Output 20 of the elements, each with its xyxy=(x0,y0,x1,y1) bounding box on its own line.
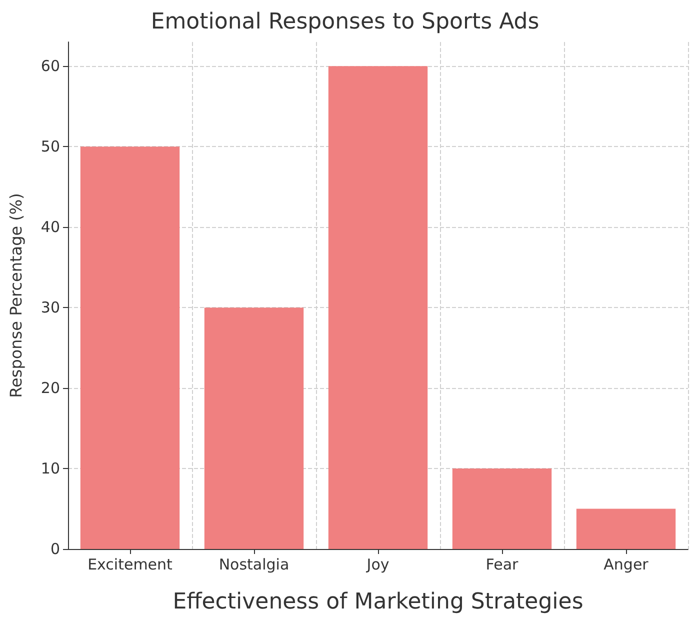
x-tick-label: Nostalgia xyxy=(218,556,290,574)
bar xyxy=(328,66,428,549)
x-axis-title: Effectiveness of Marketing Strategies xyxy=(172,590,584,614)
bar xyxy=(452,468,552,549)
x-tick-label: Joy xyxy=(366,556,390,574)
y-tick-label: 50 xyxy=(40,138,60,156)
y-tick-label: 30 xyxy=(40,298,60,317)
bar xyxy=(576,508,676,549)
y-axis-title: Response Percentage (%) xyxy=(6,193,26,398)
y-tick-label: 10 xyxy=(40,460,60,478)
x-tick-label: Anger xyxy=(604,556,650,574)
bar xyxy=(80,146,180,549)
chart-title: Emotional Responses to Sports Ads xyxy=(150,10,540,34)
y-tick-label: 40 xyxy=(40,218,60,236)
y-tick-label: 20 xyxy=(40,379,60,398)
y-tick-label: 0 xyxy=(50,540,60,558)
y-tick-label: 60 xyxy=(40,57,60,76)
x-tick-label: Fear xyxy=(486,556,520,574)
x-tick-label: Excitement xyxy=(88,556,173,574)
bar xyxy=(204,308,304,549)
